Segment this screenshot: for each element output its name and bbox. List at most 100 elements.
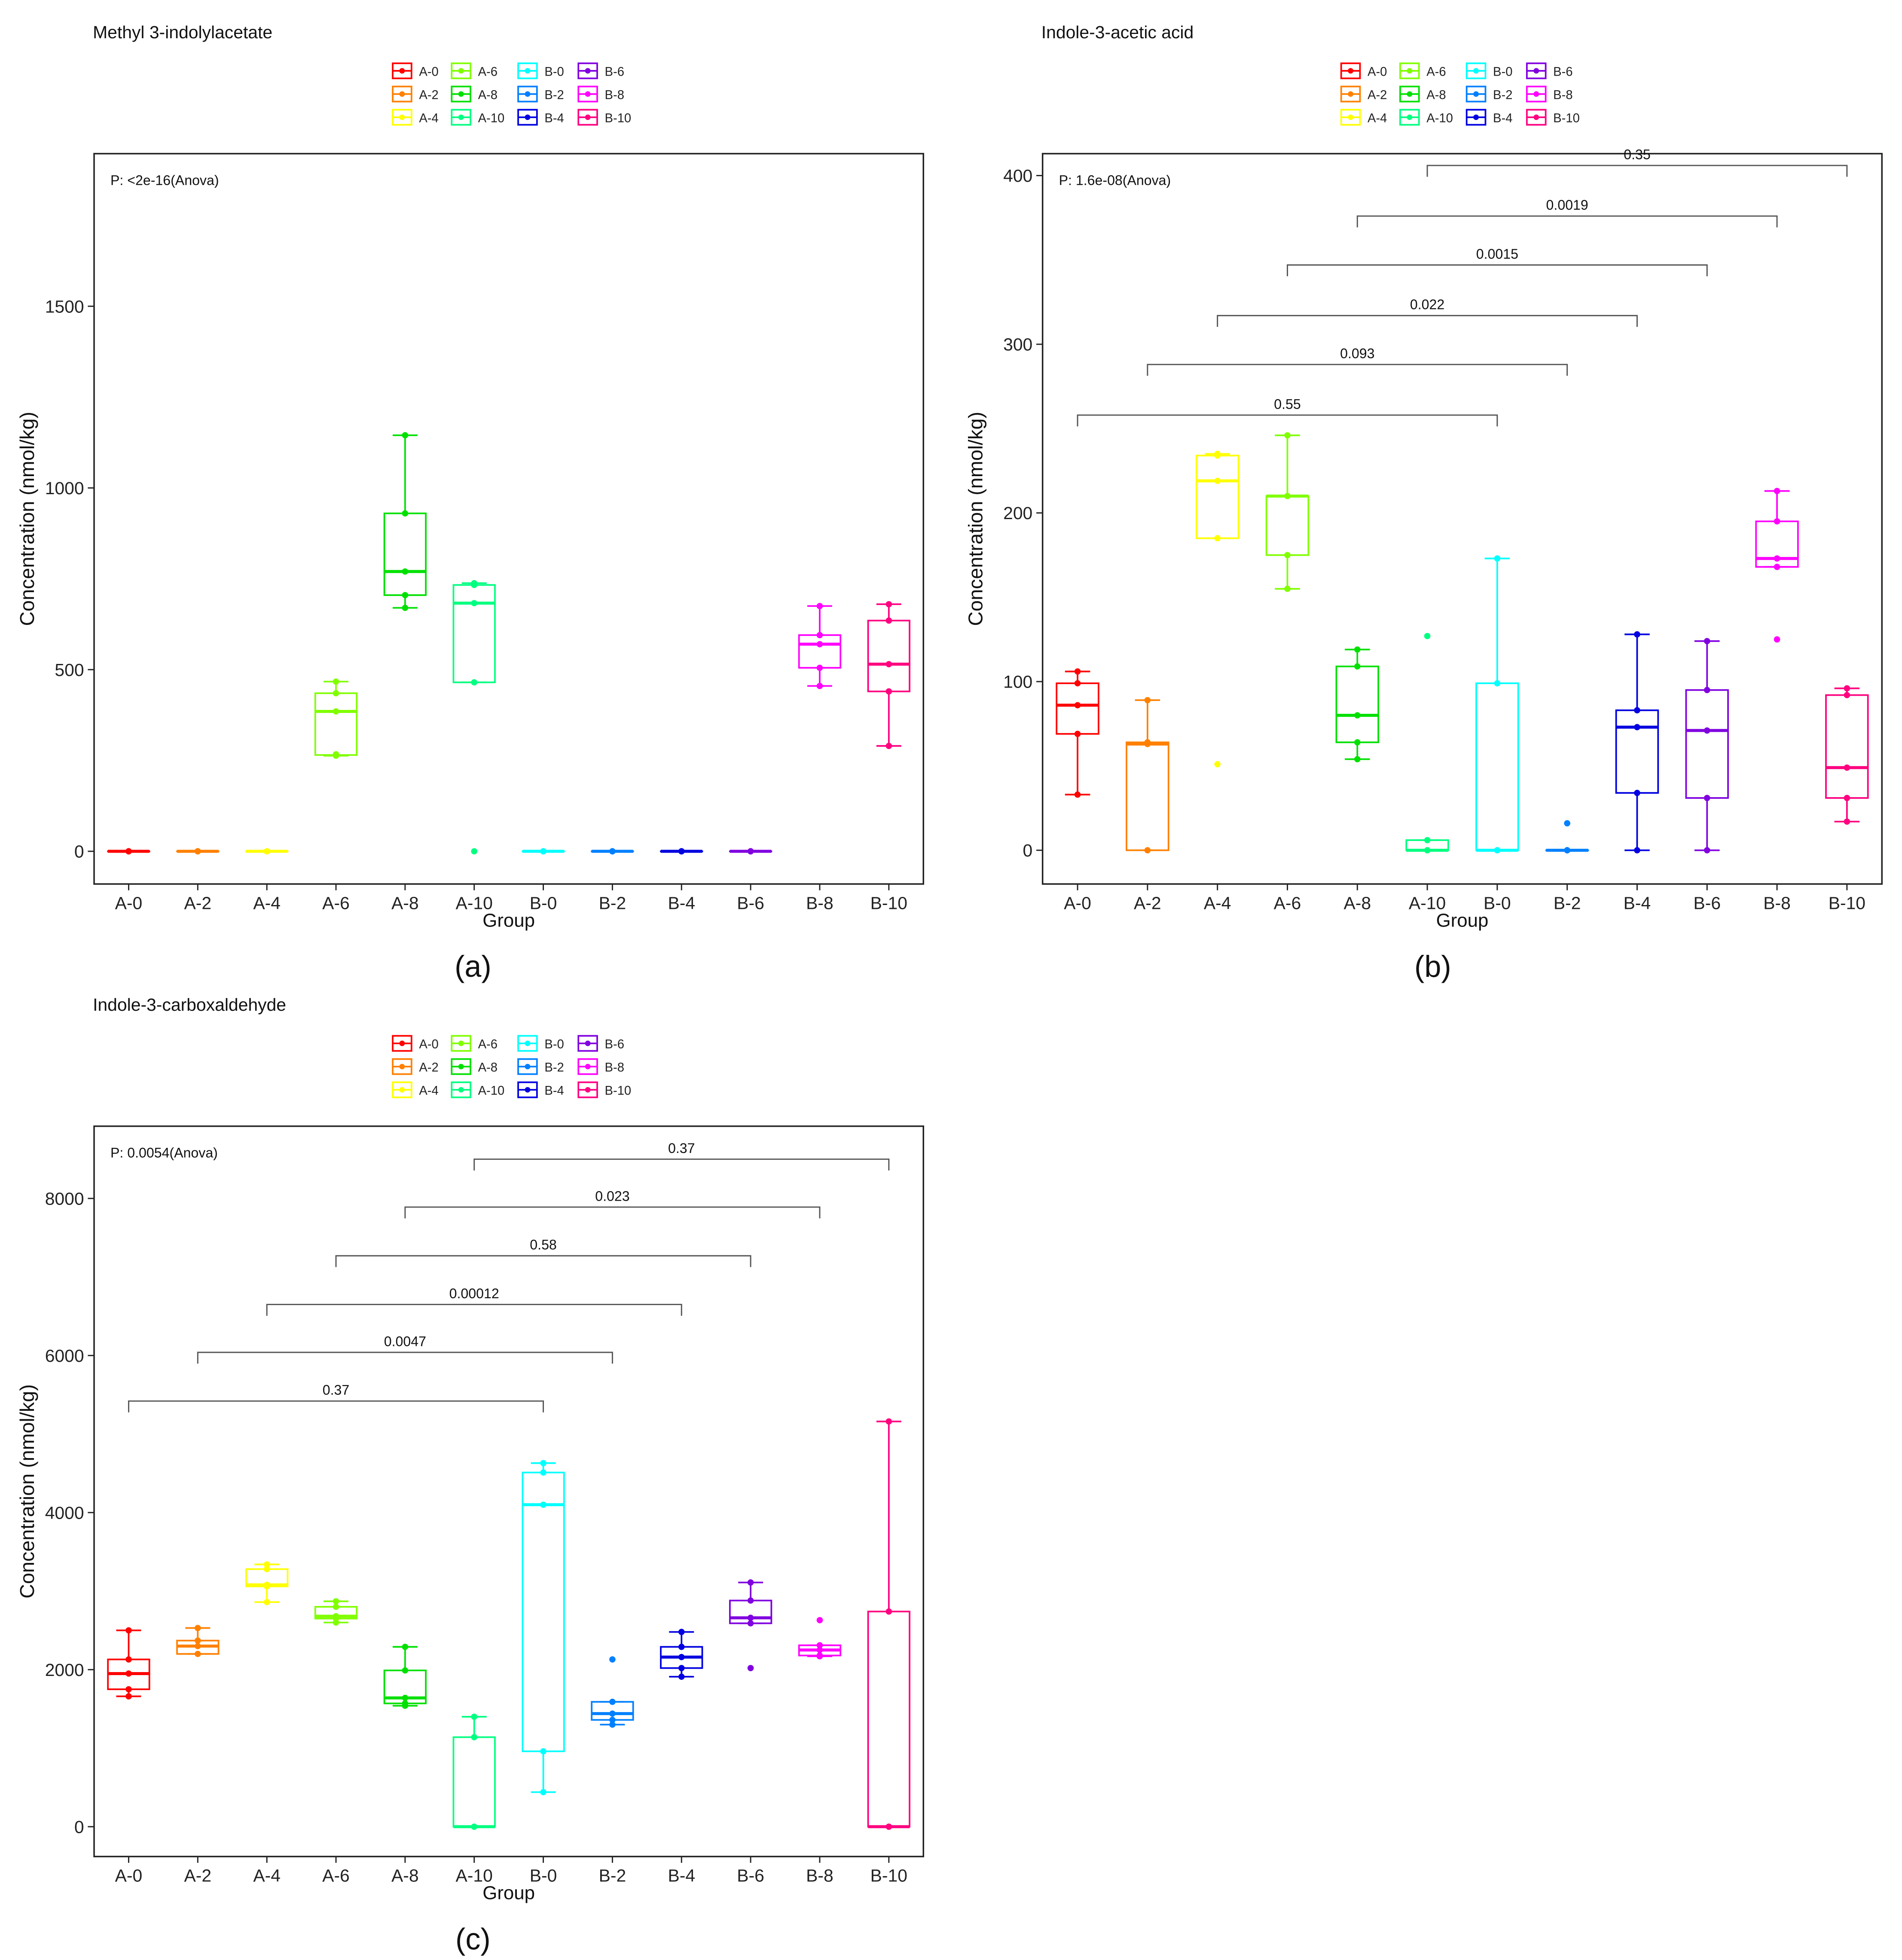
data-point xyxy=(540,1501,546,1508)
legend-key-point xyxy=(1407,114,1413,120)
legend-key-point xyxy=(1407,91,1413,97)
chart-title: Indole-3-acetic acid xyxy=(1041,22,1194,42)
data-point xyxy=(125,848,132,855)
anova-annotation: P: <2e-16(Anova) xyxy=(110,173,219,188)
data-point xyxy=(471,1823,478,1830)
box-A-6 xyxy=(314,678,358,759)
panel-label: (c) xyxy=(455,1922,491,1956)
y-axis-label: Concentration (nmol/kg) xyxy=(16,412,38,626)
bracket-line xyxy=(128,1400,544,1413)
x-tick-label: A-6 xyxy=(322,1866,350,1886)
data-point xyxy=(1494,847,1501,853)
legend-key-point xyxy=(525,1064,531,1070)
plot-frame xyxy=(93,1125,925,1858)
chart-title: Indole-3-carboxaldehyde xyxy=(93,995,286,1015)
y-tick-label: 300 xyxy=(1003,335,1032,355)
legend-key-point xyxy=(1533,91,1539,97)
y-tick-label: 1500 xyxy=(45,297,84,316)
x-axis-label: Group xyxy=(482,1883,535,1904)
data-point xyxy=(333,1613,339,1620)
legend-item: B-8 xyxy=(577,1058,624,1075)
data-point xyxy=(1704,687,1710,694)
p-value-label: 0.58 xyxy=(530,1237,556,1253)
legend-key-point xyxy=(1348,114,1354,120)
box-iqr xyxy=(1265,495,1310,556)
x-tick-label: B-0 xyxy=(530,893,557,913)
data-point xyxy=(402,1667,409,1674)
box-iqr xyxy=(452,584,496,683)
legend-key-point xyxy=(458,1064,464,1070)
legend-item: B-0 xyxy=(1465,62,1512,80)
data-point xyxy=(885,1823,892,1830)
box-B-10 xyxy=(867,601,910,749)
x-tick-label: A-0 xyxy=(1064,893,1091,913)
box-A-6 xyxy=(1265,432,1310,592)
data-point xyxy=(1844,692,1850,698)
box-iqr xyxy=(314,692,358,756)
legend-item: A-6 xyxy=(451,62,498,80)
box-B-8 xyxy=(1755,488,1799,643)
data-point xyxy=(1214,477,1221,484)
legend-label: A-4 xyxy=(419,1084,438,1098)
data-point xyxy=(194,1651,201,1657)
data-point xyxy=(609,1710,616,1717)
legend-item: B-6 xyxy=(577,1035,624,1052)
box-iqr xyxy=(1056,682,1099,735)
data-point xyxy=(1284,585,1291,592)
legend-item: A-10 xyxy=(451,109,504,126)
chart-panel-3: Indole-3-carboxaldehydeA-0A-2A-4A-6A-8A-… xyxy=(16,995,925,1956)
legend-label: B-2 xyxy=(544,1061,564,1075)
legend-item: A-4 xyxy=(392,109,439,126)
legend-label: B-2 xyxy=(544,89,564,102)
box-A-2 xyxy=(176,848,220,855)
box-B-10 xyxy=(1825,685,1869,825)
legend-item: B-2 xyxy=(517,86,564,103)
legend-key-point xyxy=(1533,68,1539,74)
p-value-label: 0.37 xyxy=(668,1141,695,1156)
box-iqr xyxy=(1195,455,1240,539)
box-B-4 xyxy=(660,848,703,855)
legend: A-0 A-2 A-4 A-6 A-8 A-10 B-0 B-2 B-4 B-6 B-8 B-10 xyxy=(392,1035,631,1098)
data-point xyxy=(1844,818,1850,825)
box-A-2 xyxy=(1126,697,1169,853)
data-point xyxy=(540,1789,546,1795)
box-A-8 xyxy=(383,1644,427,1709)
data-point xyxy=(402,592,409,599)
bracket-line xyxy=(197,1352,613,1364)
data-point xyxy=(885,743,892,749)
comparison-bracket: 0.0047 xyxy=(197,1333,613,1364)
legend-item: A-2 xyxy=(392,86,439,103)
data-point xyxy=(816,1652,823,1659)
box-A-0 xyxy=(107,848,150,855)
data-point xyxy=(1424,633,1431,639)
data-point xyxy=(1564,820,1570,827)
x-tick-label: A-2 xyxy=(184,893,211,913)
data-point xyxy=(1074,668,1081,675)
y-tick-label: 0 xyxy=(1023,841,1033,860)
data-point xyxy=(609,1716,616,1723)
data-point xyxy=(678,1629,685,1635)
legend-item: A-10 xyxy=(451,1081,504,1098)
box-A-10 xyxy=(1405,633,1449,853)
data-point xyxy=(402,568,409,575)
y-tick-label: 200 xyxy=(1003,503,1032,523)
box-B-4 xyxy=(660,1629,703,1680)
box-B-4 xyxy=(1615,631,1659,853)
box-iqr xyxy=(1615,709,1659,794)
data-point xyxy=(1844,795,1850,801)
data-point xyxy=(471,679,478,686)
data-point xyxy=(1704,847,1710,853)
data-point xyxy=(1774,563,1780,570)
legend-key-point xyxy=(1348,68,1354,74)
legend-item: A-6 xyxy=(451,1035,498,1052)
x-tick-label: B-10 xyxy=(870,1866,907,1886)
data-point xyxy=(194,848,201,855)
data-point xyxy=(125,1656,132,1663)
x-tick-label: B-2 xyxy=(599,893,626,913)
legend-item: B-4 xyxy=(517,109,564,126)
legend-item: B-4 xyxy=(517,1081,564,1098)
comparison-bracket: 0.0015 xyxy=(1287,246,1708,276)
legend-item: A-0 xyxy=(392,1035,439,1052)
data-point xyxy=(1074,731,1081,737)
legend-key-point xyxy=(1473,68,1479,74)
